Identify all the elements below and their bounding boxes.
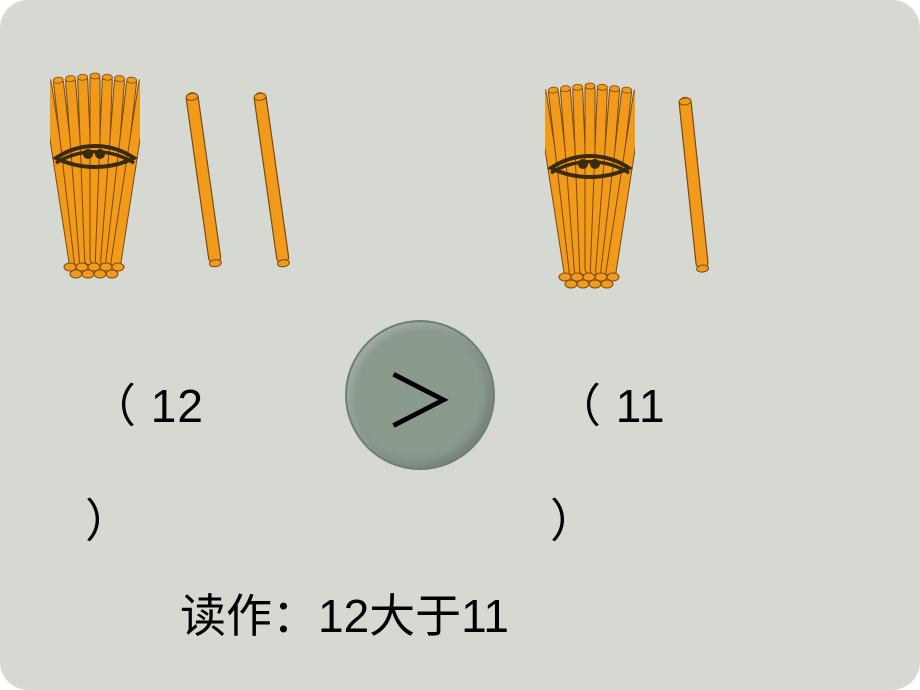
stick-bundle-left: [50, 70, 140, 280]
sticks-area: [50, 70, 870, 300]
loose-stick: [245, 89, 298, 275]
paren-open: （: [90, 380, 137, 432]
right-number: 11: [616, 380, 666, 432]
loose-stick: [177, 89, 230, 275]
paren-open: （: [555, 380, 602, 432]
reading-line: 读作：12大于11: [180, 580, 509, 646]
stick-bundle-right: [545, 80, 635, 290]
comparison-circle: ＞: [345, 320, 495, 470]
reading-text: 12大于11: [318, 590, 509, 642]
right-number-close: ）: [550, 485, 597, 551]
comparison-symbol: ＞: [384, 343, 456, 448]
loose-stick: [670, 94, 717, 280]
left-number-label: （ 12: [90, 370, 204, 436]
reading-prefix: 读作：: [180, 590, 318, 642]
paren-close: ）: [550, 495, 597, 547]
left-number-close: ）: [85, 485, 132, 551]
right-number-label: （ 11: [555, 370, 666, 436]
paren-close: ）: [85, 495, 132, 547]
left-number: 12: [151, 380, 204, 432]
